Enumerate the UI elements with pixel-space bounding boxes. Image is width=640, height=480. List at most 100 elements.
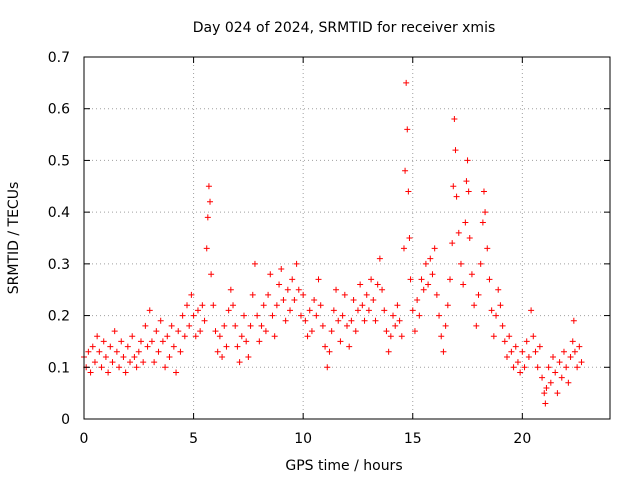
data-point <box>102 353 109 360</box>
data-point <box>188 291 195 298</box>
data-point <box>208 271 215 278</box>
data-point <box>449 240 456 247</box>
data-point <box>495 286 502 293</box>
data-point <box>422 260 429 267</box>
data-point <box>293 260 300 267</box>
data-point <box>300 291 307 298</box>
data-point <box>173 369 180 376</box>
data-point <box>381 307 388 314</box>
data-point <box>394 302 401 309</box>
data-point <box>512 343 519 350</box>
data-point <box>348 317 355 324</box>
data-point <box>210 302 217 309</box>
data-point <box>269 312 276 319</box>
data-point <box>387 333 394 340</box>
data-point <box>295 286 302 293</box>
data-point <box>506 333 513 340</box>
data-point <box>402 167 409 174</box>
data-point <box>313 312 320 319</box>
data-point <box>236 359 243 366</box>
data-point <box>166 353 173 360</box>
data-point <box>324 364 331 371</box>
data-point <box>460 281 467 288</box>
data-point <box>462 219 469 226</box>
data-point <box>532 348 539 355</box>
data-point <box>363 291 370 298</box>
data-point <box>440 348 447 355</box>
data-point <box>273 302 280 309</box>
data-point <box>223 343 230 350</box>
data-point <box>155 348 162 355</box>
data-point <box>159 338 166 345</box>
data-point <box>133 364 140 371</box>
data-point <box>482 209 489 216</box>
data-point <box>379 286 386 293</box>
data-point <box>479 219 486 226</box>
data-point <box>488 307 495 314</box>
data-point <box>571 348 578 355</box>
data-point <box>510 364 517 371</box>
data-point <box>433 291 440 298</box>
data-point <box>280 297 287 304</box>
data-point <box>450 183 457 190</box>
data-point <box>137 338 144 345</box>
data-point <box>558 374 565 381</box>
data-point <box>534 364 541 371</box>
data-point <box>406 235 413 241</box>
data-point <box>170 343 177 350</box>
data-point <box>346 343 353 350</box>
data-point <box>98 364 105 371</box>
data-point <box>192 333 199 340</box>
data-point <box>451 116 458 123</box>
data-point <box>539 374 546 381</box>
data-point <box>179 312 186 319</box>
data-point <box>438 333 445 340</box>
data-point <box>416 312 423 319</box>
data-point <box>148 338 155 345</box>
data-point <box>503 353 510 360</box>
data-point <box>521 364 528 371</box>
data-point <box>124 343 131 350</box>
data-point <box>578 359 585 366</box>
data-point <box>570 317 577 324</box>
data-point <box>265 291 272 298</box>
data-point <box>289 276 296 283</box>
data-point <box>151 359 158 366</box>
data-point <box>447 276 454 283</box>
y-tick-label: 0.3 <box>48 257 70 273</box>
data-point <box>396 317 403 324</box>
data-point <box>453 193 460 200</box>
data-point <box>390 312 397 319</box>
data-point <box>436 312 443 319</box>
data-point <box>405 188 412 195</box>
data-point <box>530 333 537 340</box>
data-point <box>306 307 313 314</box>
data-point <box>427 255 434 262</box>
data-point <box>234 343 241 350</box>
data-point <box>442 322 449 329</box>
data-point <box>146 307 153 314</box>
data-point <box>267 271 274 278</box>
data-point <box>452 147 459 154</box>
data-point <box>94 333 101 340</box>
data-point <box>197 328 204 335</box>
data-point <box>122 369 129 376</box>
data-point <box>499 322 506 329</box>
y-tick-label: 0.7 <box>48 50 70 66</box>
data-point <box>181 333 188 340</box>
data-point <box>311 297 318 304</box>
data-point <box>276 281 283 288</box>
data-point <box>164 333 171 340</box>
data-point <box>304 333 311 340</box>
data-point <box>545 364 552 371</box>
data-point <box>457 260 464 267</box>
data-point <box>374 281 381 288</box>
data-point <box>497 302 504 309</box>
data-point <box>466 235 473 241</box>
data-point <box>194 307 201 314</box>
data-point <box>238 333 245 340</box>
y-tick-label: 0.1 <box>48 360 70 376</box>
data-point <box>201 317 208 324</box>
data-point <box>554 390 561 397</box>
